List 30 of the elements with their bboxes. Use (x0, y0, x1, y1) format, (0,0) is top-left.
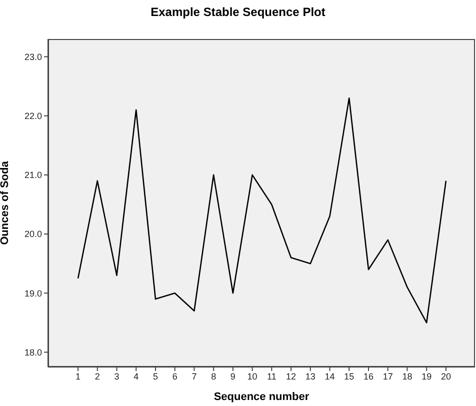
x-tick-label: 2 (94, 371, 100, 382)
x-tick-label: 4 (134, 371, 139, 382)
x-tick-label: 15 (344, 371, 354, 382)
y-tick-label: 18.0 (24, 347, 42, 358)
x-tick-label: 17 (382, 371, 393, 382)
x-tick-label: 16 (363, 371, 374, 382)
x-tick-label: 7 (192, 371, 197, 382)
x-tick-label: 5 (152, 371, 158, 382)
x-tick-label: 18 (402, 371, 412, 382)
y-axis-title: Ounces of Soda (0, 160, 11, 245)
x-tick-label: 8 (211, 371, 216, 382)
x-tick-label: 6 (172, 371, 178, 382)
x-tick-label: 11 (266, 371, 276, 382)
x-tick-label: 14 (324, 371, 335, 382)
x-tick-label: 20 (440, 371, 451, 382)
x-tick-label: 13 (305, 371, 316, 382)
x-tick-label: 3 (114, 371, 120, 382)
y-tick-label: 22.0 (24, 111, 42, 122)
x-tick-label: 1 (76, 371, 81, 382)
x-tick-label: 10 (247, 371, 258, 382)
y-tick-label: 21.0 (24, 170, 42, 180)
x-axis-title: Sequence number (214, 391, 310, 403)
line-series (77, 97, 447, 324)
x-tick-label: 12 (286, 371, 296, 382)
y-tick-label: 23.0 (24, 52, 42, 62)
x-tick-label: 9 (230, 371, 236, 382)
chart-title: Example Stable Sequence Plot (150, 5, 326, 19)
y-tick-label: 20.0 (24, 229, 42, 240)
y-tick-label: 19.0 (24, 288, 42, 298)
x-tick-label: 19 (422, 371, 432, 382)
